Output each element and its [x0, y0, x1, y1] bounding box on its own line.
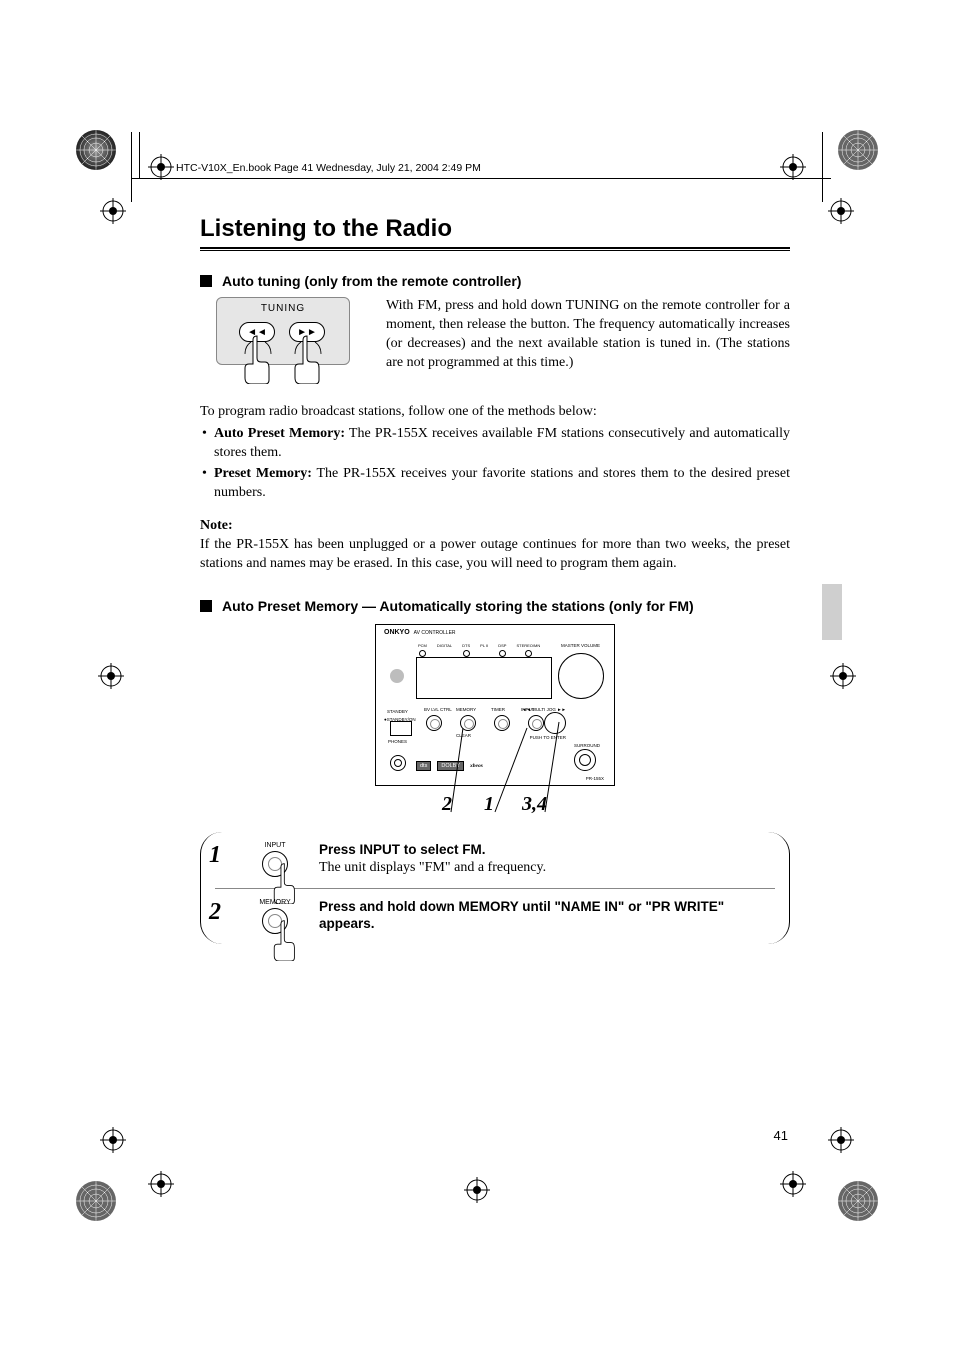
- crosshair-right2: [828, 198, 854, 224]
- auto-tuning-para: With FM, press and hold down TUNING on t…: [386, 297, 790, 373]
- hairline: [131, 178, 831, 179]
- rule: [200, 247, 790, 249]
- finger-press-icon: [269, 919, 303, 961]
- step-text: Press and hold down MEMORY until "NAME I…: [319, 899, 775, 933]
- callout-labels: 2 1 3,4: [375, 793, 615, 816]
- intro-para: To program radio broadcast stations, fol…: [200, 403, 790, 422]
- crosshair-tl: [148, 154, 174, 180]
- finger-press-icon: [289, 334, 329, 384]
- gear-mark-tr: [836, 128, 880, 172]
- step-text: Press INPUT to select FM. The unit displ…: [319, 842, 775, 878]
- step-bold: Press and hold down MEMORY until "NAME I…: [319, 899, 724, 931]
- crosshair-bl: [148, 1171, 174, 1197]
- crosshair-left: [98, 663, 124, 689]
- figure-label: MEMORY: [245, 899, 305, 906]
- finger-press-icon: [269, 862, 303, 904]
- figure-label: INPUT: [245, 842, 305, 849]
- finger-press-icon: [239, 334, 279, 384]
- step-number: 1: [209, 842, 231, 869]
- step-number: 2: [209, 899, 231, 926]
- bullet-square-icon: [200, 600, 212, 612]
- tuning-label: TUNING: [217, 303, 349, 314]
- strong-text: Preset Memory:: [214, 466, 312, 481]
- hairline: [822, 132, 823, 202]
- step-figure: INPUT: [245, 842, 305, 877]
- heading-text: Auto Preset Memory — Automatically stori…: [222, 598, 790, 614]
- bullet-list: Auto Preset Memory: The PR-155X receives…: [200, 425, 790, 503]
- tuning-figure: TUNING ◄◄ ►►: [216, 297, 366, 373]
- crosshair-left3: [100, 1127, 126, 1153]
- page-number: 41: [774, 1128, 788, 1143]
- crosshair-bottom: [464, 1177, 490, 1203]
- bullet-square-icon: [200, 275, 212, 287]
- crosshair-br: [780, 1171, 806, 1197]
- callout-num: 3,4: [522, 793, 547, 816]
- device-figure: ONKYOAV CONTROLLER PCM DIGITAL DTS PL II…: [375, 624, 615, 786]
- crosshair-tr: [780, 154, 806, 180]
- step-body: The unit displays "FM" and a frequency.: [319, 860, 546, 875]
- list-item: Preset Memory: The PR-155X receives your…: [200, 465, 790, 503]
- crosshair-right3: [828, 1127, 854, 1153]
- page-content: Listening to the Radio Auto tuning (only…: [200, 215, 790, 944]
- strong-text: Auto Preset Memory:: [214, 426, 345, 441]
- hairline: [139, 132, 140, 178]
- tuning-box: TUNING ◄◄ ►►: [216, 297, 350, 365]
- note-head: Note:: [200, 517, 790, 536]
- section-heading-auto-tuning: Auto tuning (only from the remote contro…: [200, 273, 790, 289]
- step-bold: Press INPUT to select FM.: [319, 842, 486, 857]
- steps-box: 1 INPUT Press INPUT to select FM. The un…: [200, 832, 790, 944]
- hairline: [131, 132, 132, 202]
- callout-num: 1: [484, 793, 494, 816]
- crosshair-left2: [100, 198, 126, 224]
- gear-mark-br: [836, 1179, 880, 1223]
- gear-mark-bl: [74, 1179, 118, 1223]
- step-figure: MEMORY: [245, 899, 305, 934]
- callout-num: 2: [442, 793, 452, 816]
- gear-mark-tl: [74, 128, 118, 172]
- book-header: HTC-V10X_En.book Page 41 Wednesday, July…: [176, 162, 481, 174]
- note-body: If the PR-155X has been unplugged or a p…: [200, 536, 790, 574]
- side-tab: [822, 584, 842, 640]
- heading-text: Auto tuning (only from the remote contro…: [222, 273, 790, 289]
- step-row: 1 INPUT Press INPUT to select FM. The un…: [201, 832, 789, 888]
- rule: [200, 250, 790, 251]
- section-heading-auto-preset: Auto Preset Memory — Automatically stori…: [200, 598, 790, 614]
- crosshair-right: [830, 663, 856, 689]
- list-item: Auto Preset Memory: The PR-155X receives…: [200, 425, 790, 463]
- page-title: Listening to the Radio: [200, 215, 790, 243]
